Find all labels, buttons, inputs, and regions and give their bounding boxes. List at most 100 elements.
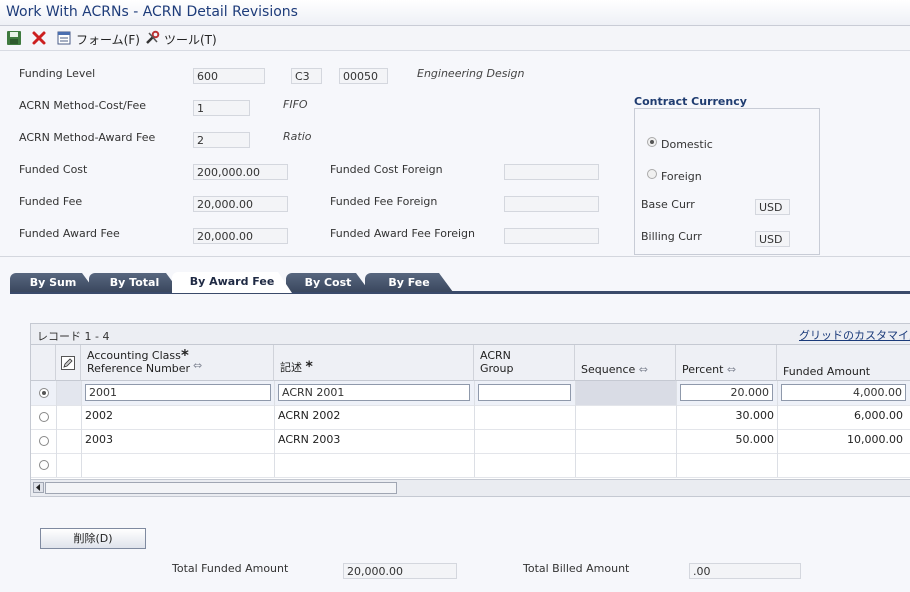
method-cost-fee-field: 1 bbox=[193, 100, 250, 116]
funded-cost-foreign-label: Funded Cost Foreign bbox=[330, 163, 443, 176]
funded-cost-field: 200,000.00 bbox=[193, 164, 288, 180]
funded-amount-cell: 6,000.00 bbox=[854, 409, 903, 422]
funded-amount-input[interactable]: 4,000.00 bbox=[781, 384, 906, 401]
funded-amount-cell: 10,000.00 bbox=[847, 433, 903, 446]
acct-class-header-line2: Reference Number bbox=[87, 362, 191, 375]
horizontal-scrollbar[interactable] bbox=[31, 479, 910, 496]
column-divider bbox=[575, 381, 576, 477]
percent-header-label: Percent bbox=[682, 363, 724, 376]
method-award-fee-field: 2 bbox=[193, 132, 250, 148]
edit-pencil-icon[interactable] bbox=[61, 356, 75, 370]
required-asterisk: * bbox=[181, 346, 189, 364]
funded-amount-header-label: Funded Amount bbox=[783, 365, 871, 378]
tab-by-cost[interactable]: By Cost bbox=[286, 273, 370, 292]
window-title: Work With ACRNs - ACRN Detail Revisions bbox=[6, 4, 298, 20]
description-header-label: 記述 bbox=[280, 361, 302, 374]
total-funded-field: 20,000.00 bbox=[343, 563, 457, 579]
funded-cost-foreign-field bbox=[504, 164, 599, 180]
tab-underline bbox=[10, 291, 910, 294]
domestic-radio[interactable] bbox=[647, 137, 657, 147]
description-cell: ACRN 2003 bbox=[278, 433, 341, 446]
column-divider bbox=[676, 381, 677, 477]
tab-by-sum[interactable]: By Sum bbox=[10, 273, 96, 292]
sort-icon[interactable]: ⇔ bbox=[193, 359, 203, 372]
save-icon[interactable] bbox=[6, 30, 22, 46]
billing-curr-label: Billing Curr bbox=[641, 230, 702, 243]
acct-class-header-line1: Accounting Class bbox=[87, 349, 181, 362]
funded-amount-header[interactable]: Funded Amount bbox=[777, 345, 910, 381]
record-count: レコード 1 - 4 bbox=[37, 330, 110, 343]
customize-grid-link[interactable]: グリッドのカスタマイズ bbox=[799, 329, 910, 342]
funded-award-fee-foreign-field bbox=[504, 228, 599, 244]
section-divider bbox=[0, 256, 910, 257]
percent-cell: 50.000 bbox=[735, 433, 775, 446]
acct-class-cell: 2003 bbox=[85, 433, 113, 446]
funding-level-label: Funding Level bbox=[19, 67, 96, 80]
method-cost-fee-label: ACRN Method-Cost/Fee bbox=[19, 99, 147, 112]
funded-fee-foreign-field bbox=[504, 196, 599, 212]
scroll-thumb[interactable] bbox=[45, 482, 397, 494]
base-curr-label: Base Curr bbox=[641, 198, 695, 211]
column-divider bbox=[474, 381, 475, 477]
method-award-fee-label: ACRN Method-Award Fee bbox=[19, 131, 156, 144]
billing-curr-field: USD bbox=[755, 231, 790, 247]
acrn-group-header-line1: ACRN bbox=[480, 349, 511, 362]
contract-currency-title: Contract Currency bbox=[634, 95, 747, 108]
base-curr-field: USD bbox=[755, 199, 790, 215]
title-bar: Work With ACRNs - ACRN Detail Revisions bbox=[0, 0, 910, 26]
funded-cost-label: Funded Cost bbox=[19, 163, 88, 176]
tools-icon bbox=[146, 30, 160, 44]
funded-award-fee-field: 20,000.00 bbox=[193, 228, 288, 244]
funding-level-code-field: C3 bbox=[291, 68, 322, 84]
edit-column-header bbox=[56, 345, 81, 381]
grid-toolbar: レコード 1 - 4 グリッドのカスタマイズ bbox=[31, 324, 910, 345]
percent-input[interactable]: 20.000 bbox=[680, 384, 773, 401]
scroll-left-arrow[interactable] bbox=[33, 482, 44, 493]
sequence-header-label: Sequence bbox=[581, 363, 636, 376]
form-menu-icon bbox=[57, 31, 71, 45]
description-cell: ACRN 2002 bbox=[278, 409, 341, 422]
funded-award-fee-foreign-label: Funded Award Fee Foreign bbox=[330, 227, 476, 240]
total-billed-label: Total Billed Amount bbox=[523, 562, 630, 575]
sequence-header[interactable]: Sequence ⇔ bbox=[575, 345, 676, 381]
table-row[interactable]: 2002 ACRN 2002 30.000 6,000.00 bbox=[31, 405, 910, 430]
table-row[interactable]: 2003 ACRN 2003 50.000 10,000.00 bbox=[31, 429, 910, 454]
row-select-radio[interactable] bbox=[39, 412, 49, 422]
acrn-grid: レコード 1 - 4 グリッドのカスタマイズ Accounting Class … bbox=[30, 323, 910, 497]
form-menu[interactable]: フォーム(F) bbox=[76, 33, 140, 47]
column-divider bbox=[274, 381, 275, 477]
table-row[interactable] bbox=[31, 453, 910, 478]
funding-level-number-field: 00050 bbox=[339, 68, 388, 84]
tools-menu[interactable]: ツール(T) bbox=[164, 33, 217, 47]
table-row[interactable]: 2001 ACRN 2001 20.000 4,000.00 bbox=[31, 381, 910, 406]
row-select-radio[interactable] bbox=[39, 388, 49, 398]
column-divider bbox=[56, 381, 57, 477]
sort-icon[interactable]: ⇔ bbox=[638, 363, 648, 376]
acrn-group-header-line2: Group bbox=[480, 362, 514, 375]
close-icon[interactable] bbox=[31, 30, 47, 46]
sort-icon[interactable]: ⇔ bbox=[726, 363, 737, 376]
description-input[interactable]: ACRN 2001 bbox=[278, 384, 470, 401]
tab-by-fee[interactable]: By Fee bbox=[365, 273, 453, 292]
acct-class-header[interactable]: Accounting Class Reference Number * ⇔ bbox=[81, 345, 274, 381]
row-edit-cell bbox=[56, 381, 81, 405]
tab-by-award-fee[interactable]: By Award Fee bbox=[172, 272, 292, 293]
row-select-radio[interactable] bbox=[39, 460, 49, 470]
funded-fee-field: 20,000.00 bbox=[193, 196, 288, 212]
percent-header[interactable]: Percent ⇔ bbox=[676, 345, 777, 381]
acrn-group-header[interactable]: ACRN Group bbox=[474, 345, 575, 381]
method-award-fee-description: Ratio bbox=[283, 130, 312, 143]
funded-award-fee-label: Funded Award Fee bbox=[19, 227, 120, 240]
acct-class-cell: 2002 bbox=[85, 409, 113, 422]
funding-level-description: Engineering Design bbox=[417, 67, 525, 80]
description-header[interactable]: 記述 * bbox=[274, 345, 474, 381]
acct-class-input[interactable]: 2001 bbox=[85, 384, 271, 401]
acrn-group-input[interactable] bbox=[478, 384, 571, 401]
percent-cell: 30.000 bbox=[735, 409, 775, 422]
delete-button[interactable]: 削除(D) bbox=[40, 528, 146, 549]
foreign-radio[interactable] bbox=[647, 169, 657, 179]
column-divider bbox=[81, 381, 82, 477]
tab-by-total[interactable]: By Total bbox=[89, 273, 180, 292]
row-select-radio[interactable] bbox=[39, 436, 49, 446]
method-cost-fee-description: FIFO bbox=[283, 98, 308, 111]
